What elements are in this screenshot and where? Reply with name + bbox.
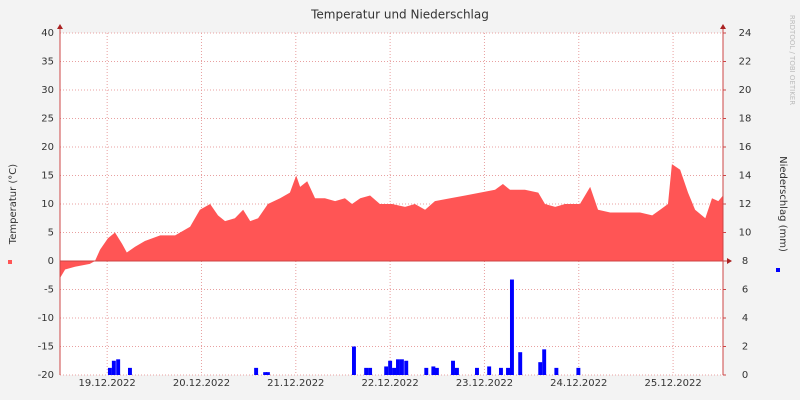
x-tick-label: 22.12.2022	[361, 378, 418, 389]
y2-tick-label: 0	[742, 370, 748, 381]
precipitation-bar	[265, 372, 270, 375]
precipitation-bar	[107, 367, 112, 375]
precipitation-bar	[396, 359, 400, 375]
x-tick-label: 19.12.2022	[79, 378, 136, 389]
precipitation-bar	[487, 366, 492, 375]
x-tick-label: 23.12.2022	[456, 378, 513, 389]
axis-arrow	[57, 24, 63, 29]
y-tick-label: 15	[41, 171, 54, 182]
precipitation-bar	[368, 367, 373, 375]
x-tick-label: 20.12.2022	[173, 378, 230, 389]
temperature-area	[60, 164, 723, 279]
y-tick-label: -15	[38, 342, 54, 353]
precipitation-bar	[454, 367, 459, 375]
y2-tick-label: 2	[742, 342, 748, 353]
precipitation-bar	[263, 372, 268, 375]
y2-tick-label: 8	[742, 256, 748, 267]
precipitation-bar	[475, 367, 479, 375]
legend-swatch	[776, 268, 780, 272]
y2-tick-label: 18	[739, 114, 752, 125]
y-tick-label: -20	[38, 370, 54, 381]
precipitation-bar	[116, 359, 121, 375]
precipitation-bar	[509, 279, 514, 375]
precipitation-bar	[542, 349, 547, 375]
y2-tick-label: 24	[739, 28, 752, 39]
y-tick-label: 25	[41, 114, 54, 125]
legend-swatch	[8, 260, 12, 264]
precipitation-bar	[431, 366, 436, 375]
y2-tick-label: 20	[739, 85, 752, 96]
precipitation-bar	[392, 367, 397, 375]
x-tick-label: 25.12.2022	[644, 378, 701, 389]
precipitation-bar	[554, 367, 559, 375]
y-tick-label: 35	[41, 57, 54, 68]
x-tick-label: 21.12.2022	[267, 378, 324, 389]
y-tick-label: -5	[44, 285, 54, 296]
precipitation-bar	[399, 359, 404, 375]
y-axis-label: Temperatur (°C)	[8, 164, 19, 245]
precipitation-bar	[424, 367, 429, 375]
y2-tick-label: 4	[742, 313, 748, 324]
y2-tick-label: 10	[739, 228, 752, 239]
chart-title: Temperatur und Niederschlag	[310, 8, 489, 22]
precipitation-bar	[352, 346, 356, 375]
precipitation-bar	[538, 362, 543, 375]
precipitation-bar	[404, 360, 409, 375]
y2-tick-label: 6	[742, 285, 748, 296]
precipitation-bar	[434, 367, 439, 375]
axis-arrow	[720, 24, 726, 29]
y2-tick-label: 14	[739, 171, 752, 182]
x-tick-label: 24.12.2022	[550, 378, 607, 389]
precipitation-bar	[506, 367, 510, 375]
y2-axis-label: Niederschlag (mm)	[777, 156, 788, 252]
y-tick-label: 40	[41, 28, 54, 39]
precipitation-bar	[518, 352, 523, 375]
precipitation-bar	[111, 360, 116, 375]
precipitation-bar	[498, 367, 503, 375]
precipitation-bar	[254, 367, 259, 375]
precipitation-bar	[384, 366, 389, 375]
y-tick-label: 20	[41, 142, 54, 153]
y-tick-label: 5	[48, 228, 54, 239]
watermark: RRDTOOL / TOBI OETIKER	[788, 15, 796, 105]
precipitation-bar	[451, 360, 455, 375]
y2-tick-label: 22	[739, 57, 752, 68]
y-tick-label: 30	[41, 85, 54, 96]
precipitation-bar	[364, 367, 369, 375]
y-tick-label: 10	[41, 199, 54, 210]
precipitation-bar	[388, 360, 393, 375]
axis-arrow	[727, 258, 732, 264]
precipitation-bar	[576, 367, 581, 375]
precipitation-bar	[127, 367, 132, 375]
y-tick-label: -10	[38, 313, 54, 324]
y2-tick-label: 12	[739, 199, 752, 210]
y-tick-label: 0	[48, 256, 54, 267]
y2-tick-label: 16	[739, 142, 752, 153]
